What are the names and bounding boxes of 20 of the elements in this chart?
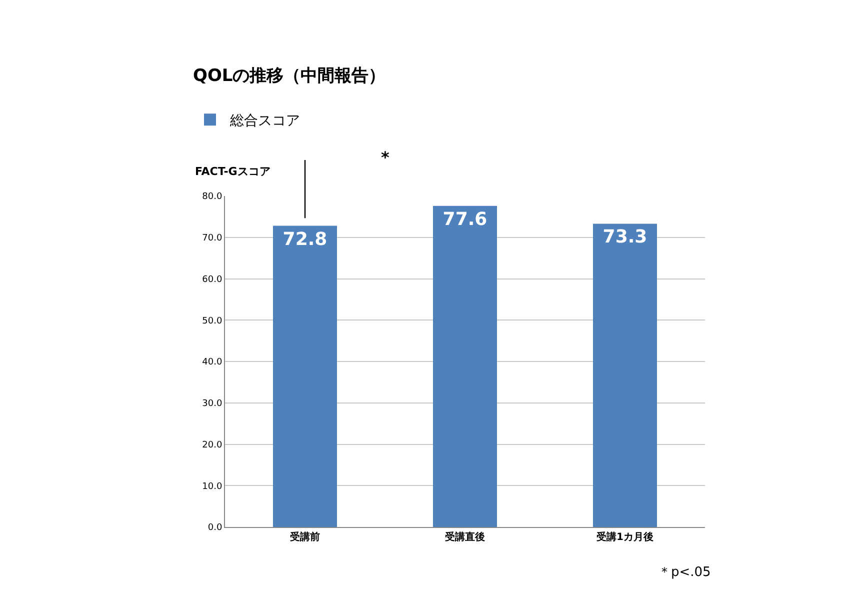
data-label: 77.6: [442, 208, 488, 230]
y-tick-label: 60.0: [202, 274, 222, 285]
chart-title: QOLの推移（中間報告）: [193, 66, 386, 86]
x-tick-label: 受講前: [289, 531, 320, 543]
y-tick-label: 40.0: [202, 358, 222, 368]
y-tick-label: 20.0: [202, 440, 222, 450]
x-tick-label: 受講1カ月後: [596, 531, 654, 543]
y-tick-label: 70.0: [202, 234, 222, 244]
y-tick-label: 80.0: [202, 192, 222, 202]
y-tick-label: 30.0: [202, 399, 222, 410]
text: *: [381, 148, 390, 167]
legend-label: 総合スコア: [229, 113, 300, 130]
data-label: 73.3: [602, 226, 648, 248]
text: ＊p<.05: [658, 565, 711, 580]
y-tick-label: 50.0: [202, 316, 222, 326]
data-label: 72.8: [282, 228, 328, 250]
y-tick-label: 0.0: [208, 523, 222, 534]
x-tick-label: 受講直後: [444, 531, 485, 543]
y-axis-title: FACT-Gスコア: [195, 165, 270, 178]
y-tick-label: 10.0: [202, 482, 222, 492]
